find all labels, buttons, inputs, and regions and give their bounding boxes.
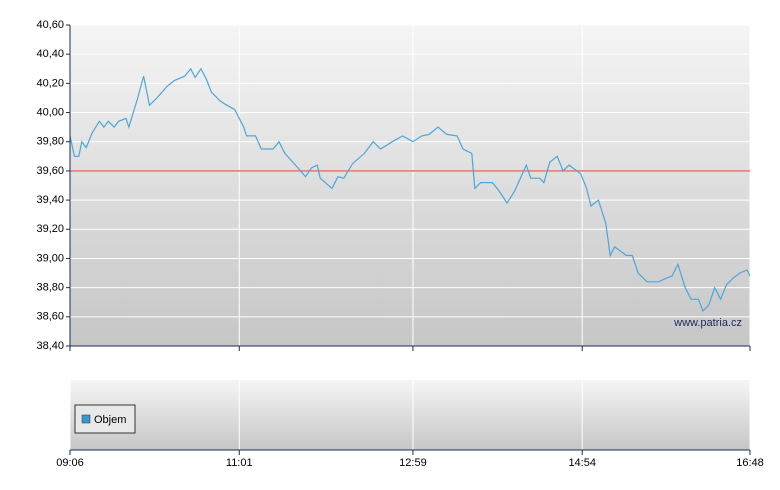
y-tick-label: 38,40 (36, 340, 64, 352)
y-tick-label: 40,20 (36, 77, 64, 89)
y-tick-label: 39,60 (36, 165, 64, 177)
y-tick-label: 38,60 (36, 311, 64, 323)
price-line (69, 67, 751, 313)
x-tick-label: 09:06 (56, 457, 84, 469)
watermark: www.patria.cz (673, 317, 742, 329)
x-tick-label: 11:01 (226, 457, 253, 469)
y-tick-label: 39,00 (36, 252, 64, 264)
y-tick-label: 40,40 (36, 48, 64, 60)
x-tick-label: 12:59 (399, 457, 427, 469)
y-tick-label: 40,00 (36, 106, 64, 118)
y-tick-label: 39,80 (36, 136, 64, 148)
y-tick-label: 40,60 (36, 19, 64, 31)
y-tick-label: 39,20 (36, 223, 64, 235)
y-tick-label: 39,40 (36, 194, 64, 206)
legend-label: Objem (94, 414, 126, 426)
x-tick-label: 14:54 (568, 457, 596, 469)
y-tick-label: 38,80 (36, 282, 64, 294)
volume-area (70, 380, 750, 450)
plot-area (70, 25, 750, 346)
x-tick-label: 16:48 (736, 457, 764, 469)
legend-swatch (81, 414, 91, 424)
